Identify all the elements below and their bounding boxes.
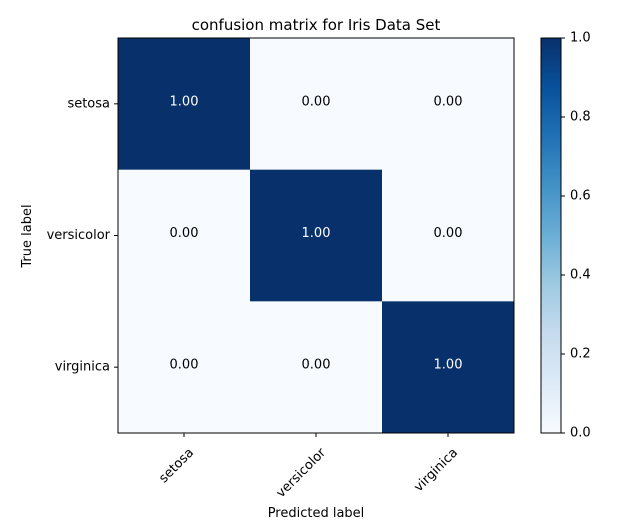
colorbar-ticks: 0.0 0.2 0.4 0.6 0.8 1.0 bbox=[561, 31, 591, 441]
x-tick-label: setosa bbox=[156, 445, 197, 486]
matrix-cell bbox=[382, 38, 515, 171]
colorbar-tick-label: 0.6 bbox=[570, 189, 591, 204]
matrix-cell bbox=[118, 301, 251, 434]
matrix-cell bbox=[250, 38, 383, 171]
cell-value-label: 0.00 bbox=[302, 358, 331, 373]
matrix-cells bbox=[118, 38, 515, 434]
cell-value-label: 0.00 bbox=[302, 94, 331, 109]
matrix-cell bbox=[382, 301, 515, 434]
matrix-cell bbox=[250, 301, 383, 434]
cell-value-label: 0.00 bbox=[434, 226, 463, 241]
colorbar-tick-label: 0.0 bbox=[570, 426, 591, 441]
x-axis-label: Predicted label bbox=[268, 506, 365, 521]
cell-value-label: 1.00 bbox=[434, 358, 463, 373]
colorbar-tick-label: 0.8 bbox=[570, 110, 591, 125]
colorbar-tick-label: 1.0 bbox=[570, 31, 591, 46]
matrix-cell bbox=[118, 38, 251, 171]
cell-value-label: 1.00 bbox=[170, 94, 199, 109]
colorbar bbox=[540, 37, 562, 434]
y-tick-label: setosa bbox=[67, 96, 110, 111]
colorbar-tick-label: 0.2 bbox=[570, 347, 591, 362]
colorbar-tick-label: 0.4 bbox=[570, 268, 591, 283]
matrix-cell bbox=[382, 169, 515, 302]
matrix-cell bbox=[118, 169, 251, 302]
y-tick-label: versicolor bbox=[47, 228, 111, 243]
y-tick-label: virginica bbox=[55, 360, 110, 375]
x-axis-ticks: setosa versicolor virginica bbox=[156, 433, 461, 501]
cell-value-label: 0.00 bbox=[170, 358, 199, 373]
chart-title: confusion matrix for Iris Data Set bbox=[192, 16, 441, 34]
cell-value-label: 0.00 bbox=[170, 226, 199, 241]
matrix-cell-labels: 1.00 0.00 0.00 0.00 1.00 0.00 0.00 0.00 1.00 bbox=[170, 94, 463, 372]
y-axis-ticks: setosa versicolor virginica bbox=[47, 96, 118, 375]
y-axis-label: True label bbox=[20, 204, 35, 268]
x-tick-label: virginica bbox=[411, 445, 461, 495]
cell-value-label: 0.00 bbox=[434, 94, 463, 109]
x-tick-label: versicolor bbox=[274, 445, 330, 501]
cell-value-label: 1.00 bbox=[302, 226, 331, 241]
matrix-cell bbox=[250, 169, 383, 302]
